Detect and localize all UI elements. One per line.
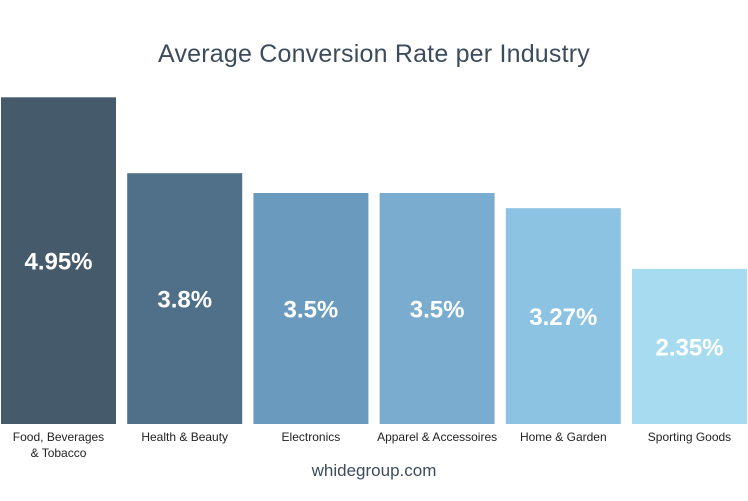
data-label-1: 4.95% [24, 249, 92, 276]
bar-3 [253, 193, 369, 424]
category-label-6: Sporting Goods [648, 430, 731, 444]
category-label-3: Electronics [282, 430, 341, 444]
bar-5 [505, 208, 621, 424]
category-label-4: Apparel & Accessoires [377, 430, 497, 444]
category-label-2: Health & Beauty [141, 430, 228, 444]
data-label-6: 2.35% [655, 334, 723, 361]
data-label-3: 3.5% [284, 297, 339, 324]
data-label-4: 3.5% [410, 297, 465, 324]
bar-2 [127, 173, 243, 424]
source-credit: whidegroup.com [311, 461, 437, 480]
chart-title: Average Conversion Rate per Industry [158, 40, 590, 68]
bar-4 [379, 193, 495, 424]
bar-6 [632, 268, 747, 424]
category-label-5: Home & Garden [520, 430, 607, 444]
bar-1 [1, 97, 116, 425]
category-label-1: Food, Beverages & Tobacco [13, 430, 104, 460]
data-label-2: 3.8% [157, 287, 212, 314]
data-label-5: 3.27% [529, 304, 597, 331]
